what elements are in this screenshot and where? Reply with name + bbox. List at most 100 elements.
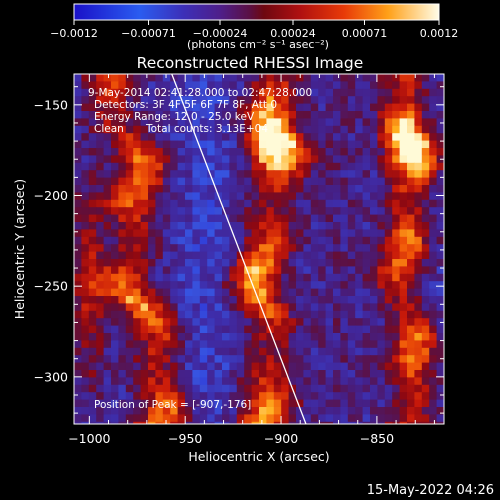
heatmap-cell <box>340 207 349 216</box>
heatmap-cell <box>259 244 267 253</box>
heatmap-cell <box>421 325 430 334</box>
heatmap-cell <box>318 370 327 378</box>
heatmap-cell <box>148 370 156 378</box>
colorbar-gradient <box>73 3 440 21</box>
heatmap-cell <box>259 259 267 267</box>
heatmap-cell <box>399 325 408 334</box>
heatmap-cell <box>118 177 127 186</box>
heatmap-cell <box>185 318 193 327</box>
heatmap-cell <box>81 325 90 334</box>
heatmap-cell <box>170 318 179 327</box>
heatmap-cell <box>355 421 364 424</box>
heatmap-cell <box>177 103 186 112</box>
heatmap-cell <box>177 273 186 282</box>
heatmap-cell <box>155 370 164 378</box>
heatmap-cell <box>347 140 356 149</box>
colorbar-tick-label: 0.00024 <box>270 27 316 40</box>
heatmap-cell <box>111 162 119 171</box>
heatmap-cell <box>155 266 164 275</box>
heatmap-cell <box>111 303 119 312</box>
heatmap-cell <box>340 236 349 245</box>
heatmap-cell <box>288 244 297 253</box>
heatmap-cell <box>407 111 415 119</box>
heatmap-cell <box>170 325 179 334</box>
method: Clean <box>94 123 124 135</box>
heatmap-cell <box>199 222 208 230</box>
heatmap-cell <box>125 111 134 119</box>
heatmap-cell <box>370 88 378 97</box>
heatmap-cell <box>251 185 260 193</box>
heatmap-cell <box>140 273 149 282</box>
heatmap-cell <box>111 421 119 424</box>
heatmap-cell <box>207 347 216 356</box>
heatmap-cell <box>111 333 119 341</box>
heatmap-cell <box>251 362 260 371</box>
heatmap-cell <box>155 170 164 179</box>
heatmap-cell <box>340 88 349 97</box>
heatmap-cell <box>229 244 238 253</box>
heatmap-cell <box>192 421 201 424</box>
heatmap-cell <box>325 340 334 349</box>
heatmap-cell <box>185 399 193 408</box>
heatmap-cell <box>259 148 267 156</box>
heatmap-cell <box>355 281 364 290</box>
heatmap-cell <box>251 421 260 424</box>
heatmap-cell <box>414 236 423 245</box>
heatmap-cell <box>162 303 171 312</box>
heatmap-cell <box>162 355 171 364</box>
heatmap-cell <box>229 259 238 267</box>
heatmap-cell <box>81 355 90 364</box>
heatmap-cell <box>133 325 142 334</box>
heatmap-cell <box>74 384 82 393</box>
heatmap-cell <box>340 414 349 423</box>
heatmap-cell <box>162 266 171 275</box>
heatmap-cell <box>148 414 156 423</box>
heatmap-cell <box>333 296 341 304</box>
heatmap-cell <box>296 118 304 127</box>
heatmap-cell <box>236 414 245 423</box>
heatmap-cell <box>111 88 119 97</box>
heatmap-cell <box>103 296 112 304</box>
colorbar-label: (photons cm⁻² s⁻¹ asec⁻²) <box>187 38 329 51</box>
heatmap-cell <box>384 236 393 245</box>
heatmap-cell <box>310 288 319 297</box>
heatmap-cell <box>333 288 341 297</box>
heatmap-cell <box>125 162 134 171</box>
heatmap-cell <box>310 355 319 364</box>
heatmap-cell <box>273 133 282 142</box>
heatmap-cell <box>414 96 423 105</box>
heatmap-cell <box>214 407 223 415</box>
heatmap-cell <box>399 88 408 97</box>
heatmap-cell <box>384 310 393 319</box>
heatmap-cell <box>192 88 201 97</box>
heatmap-cell <box>236 407 245 415</box>
heatmap-cell <box>310 81 319 90</box>
heatmap-cell <box>192 318 201 327</box>
heatmap-cell <box>399 118 408 127</box>
heatmap-cell <box>177 170 186 179</box>
heatmap-cell <box>192 125 201 134</box>
heatmap-cell <box>140 111 149 119</box>
heatmap-cell <box>370 347 378 356</box>
heatmap-cell <box>185 88 193 97</box>
heatmap-cell <box>259 125 267 134</box>
heatmap-cell <box>251 103 260 112</box>
heatmap-cell <box>318 177 327 186</box>
heatmap-cell <box>399 266 408 275</box>
heatmap-cell <box>288 185 297 193</box>
heatmap-cell <box>125 148 134 156</box>
heatmap-cell <box>377 81 386 90</box>
heatmap-cell <box>392 259 401 267</box>
heatmap-cell <box>81 392 90 401</box>
heatmap-cell <box>185 74 193 82</box>
heatmap-cell <box>421 392 430 401</box>
heatmap-cell <box>355 140 364 149</box>
heatmap-cell <box>436 296 444 304</box>
heatmap-cell <box>103 310 112 319</box>
heatmap-cell <box>355 370 364 378</box>
heatmap-cell <box>340 318 349 327</box>
heatmap-cell <box>266 81 275 90</box>
heatmap-cell <box>429 118 438 127</box>
heatmap-cell <box>133 199 142 208</box>
heatmap-cell <box>392 303 401 312</box>
